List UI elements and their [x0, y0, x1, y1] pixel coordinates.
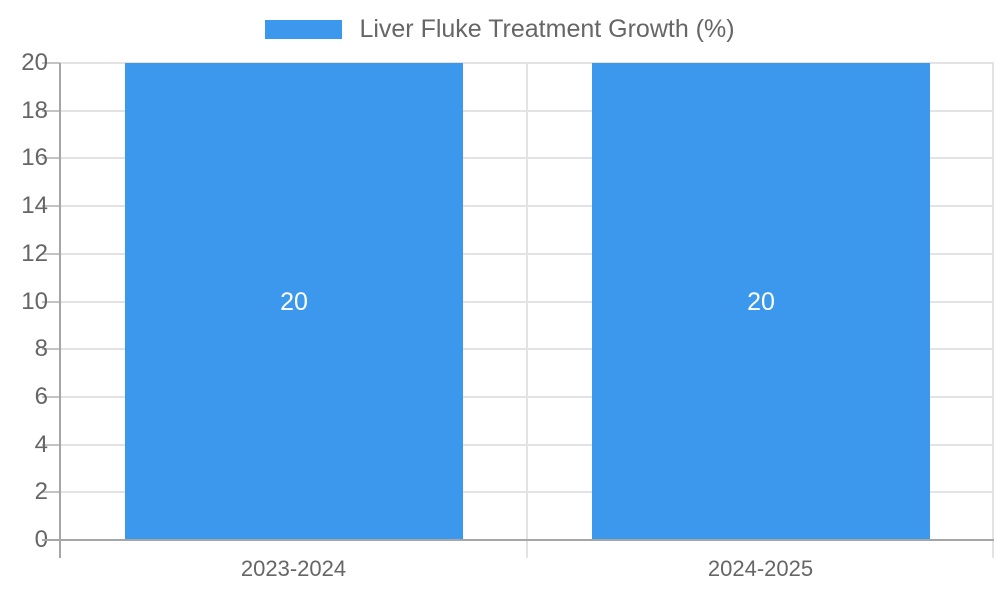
bar-value-label-2024-2025: 20	[747, 288, 775, 316]
ytick-mark-20	[42, 62, 60, 64]
bar-value-label-2023-2024: 20	[280, 288, 308, 316]
bar-2024-2025	[592, 63, 930, 540]
ytick-mark-6	[42, 396, 60, 398]
ytick-label-4: 4	[34, 431, 48, 458]
legend-item[interactable]: Liver Fluke Treatment Growth (%)	[265, 14, 735, 44]
bar-2023-2024	[125, 63, 463, 540]
ytick-label-12: 12	[21, 240, 48, 267]
ytick-mark-8	[42, 348, 60, 350]
legend-label: Liver Fluke Treatment Growth (%)	[359, 14, 735, 43]
ytick-label-8: 8	[34, 335, 48, 362]
ytick-label-10: 10	[21, 288, 48, 315]
ytick-mark-12	[42, 253, 60, 255]
ytick-label-16: 16	[21, 144, 48, 171]
ytick-mark-18	[42, 110, 60, 112]
gridline-x-2	[992, 63, 994, 558]
y-axis-line	[59, 63, 61, 558]
plot-area: 0 2 4 6 8 10 12 14 16 18 20 20 20 2023-2024 2024-2025	[21, 49, 994, 581]
x-axis-line	[42, 539, 994, 541]
chart-legend: Liver Fluke Treatment Growth (%)	[0, 12, 1000, 46]
ytick-mark-16	[42, 157, 60, 159]
ytick-label-14: 14	[21, 192, 48, 219]
xtick-label-2023-2024: 2023-2024	[240, 556, 347, 581]
ytick-mark-14	[42, 205, 60, 207]
xtick-label-2024-2025: 2024-2025	[707, 556, 814, 581]
ytick-label-20: 20	[21, 49, 48, 76]
ytick-label-2: 2	[34, 478, 48, 505]
gridline-x-1	[526, 63, 528, 558]
ytick-mark-4	[42, 444, 60, 446]
ytick-label-6: 6	[34, 383, 48, 410]
ytick-label-18: 18	[21, 97, 48, 124]
ytick-label-0: 0	[34, 526, 48, 553]
ytick-mark-2	[42, 491, 60, 493]
legend-swatch-icon	[265, 19, 343, 39]
ytick-mark-10	[42, 301, 60, 303]
